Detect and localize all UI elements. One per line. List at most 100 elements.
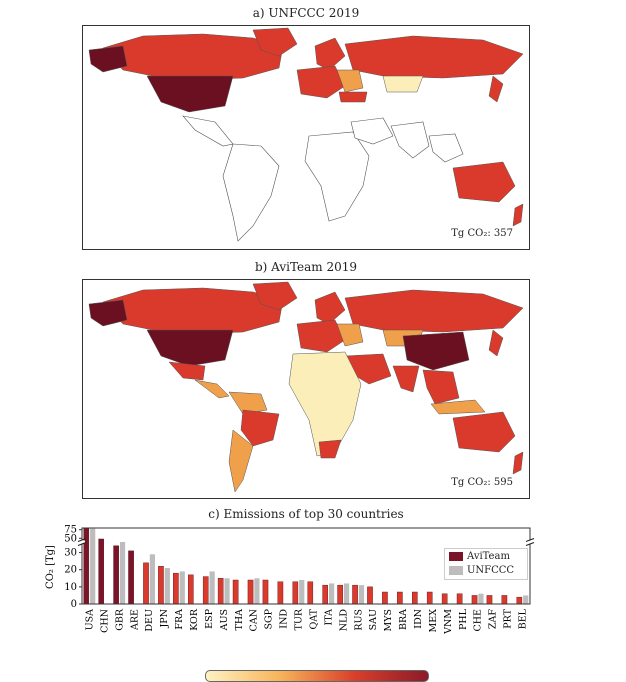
legend-entry-unfccc: UNFCCC — [449, 563, 527, 577]
bar-aviteam-zaf — [486, 595, 493, 605]
legend-swatch-aviteam — [449, 551, 463, 561]
x-tick-label-aus: AUS — [219, 609, 230, 631]
break-gap — [79, 540, 85, 544]
bar-aviteam-qat — [307, 581, 314, 605]
eastern-europe-shape — [336, 323, 364, 347]
x-tick-label-jpn: JPN — [159, 609, 170, 629]
panel-a-title: a) UNFCCC 2019 — [252, 6, 360, 20]
continent-outlines — [182, 115, 464, 242]
x-tick-label-fra: FRA — [174, 609, 185, 630]
y-tick-label: 50 — [64, 533, 77, 544]
bar-aviteam-rus — [352, 584, 358, 605]
bar-aviteam-sgp — [262, 579, 269, 605]
plot-frame — [81, 527, 531, 605]
bar-aviteam-jpn — [158, 566, 164, 605]
x-tick-label-rus: RUS — [353, 609, 364, 631]
x-tick-label-bra: BRA — [398, 609, 409, 630]
bar-aviteam-che — [471, 595, 478, 605]
x-tick-label-chn: CHN — [99, 609, 110, 633]
australia-shape — [452, 161, 516, 203]
alaska-shape — [88, 45, 128, 73]
bar-aviteam-tur — [292, 581, 299, 605]
bar-unfccc-tur — [299, 580, 305, 604]
x-tick-label-usa: USA — [84, 609, 95, 631]
bar-unfccc-bel — [523, 595, 529, 604]
bar-aviteam-chn — [98, 538, 104, 605]
greenland-shape — [252, 281, 298, 311]
x-tick-label-deu: DEU — [144, 609, 155, 632]
x-tick-label-kor: KOR — [189, 608, 200, 631]
se-asia-shape — [428, 133, 464, 163]
bar-aviteam-prt — [501, 595, 508, 605]
mexico-shape — [168, 361, 206, 381]
legend-label-aviteam: AviTeam — [467, 550, 510, 562]
break-mark — [77, 537, 87, 543]
x-tick-label-zaf: ZAF — [488, 609, 499, 629]
bar-unfccc-esp — [209, 571, 215, 604]
panel-a-total: Tg CO₂: 357 — [449, 228, 515, 239]
bar-unfccc-can — [254, 578, 260, 604]
alaska-shape — [88, 299, 128, 327]
x-tick-label-bel: BEL — [518, 608, 529, 629]
bar-aviteam-sau — [367, 586, 373, 605]
new-zealand-shape — [512, 203, 524, 227]
chart-legend: AviTeam UNFCCC — [444, 548, 528, 580]
x-tick-label-qat: QAT — [308, 608, 319, 629]
se-asia-shape — [422, 369, 460, 405]
canada-shape — [102, 33, 284, 81]
panel-b-total: Tg CO₂: 595 — [449, 477, 515, 488]
russia-shape — [344, 289, 524, 333]
bar-unfccc-aus — [224, 578, 230, 604]
bar-aviteam-bra — [397, 591, 403, 605]
x-tick-label-gbr: GBR — [114, 608, 125, 631]
y-tick-label: 0 — [71, 599, 77, 610]
x-tick-label-ita: ITA — [323, 609, 334, 626]
scandinavia-shape — [314, 37, 346, 71]
bar-unfccc-usa — [90, 528, 96, 604]
bar-aviteam-usa — [83, 528, 90, 605]
south-america-south-shape — [228, 429, 254, 493]
bar-unfccc-ita — [329, 583, 335, 604]
bar-unfccc-jpn — [164, 568, 170, 604]
middle-east-shape — [350, 117, 394, 145]
bar-aviteam-can — [247, 579, 254, 605]
x-tick-label-tha: THA — [234, 609, 245, 631]
bar-aviteam-ita — [322, 584, 329, 605]
axis-break-marks — [77, 537, 535, 547]
india-shape — [392, 365, 420, 393]
south-america-shape — [222, 143, 280, 242]
bar-unfccc-fra — [179, 571, 185, 604]
x-tick-label-nld: NLD — [338, 609, 349, 632]
chart-title: c) Emissions of top 30 countries — [208, 507, 404, 521]
bar-unfccc-gbr — [119, 542, 126, 604]
x-tick-label-mys: MYS — [383, 609, 394, 632]
bar-aviteam-are — [128, 550, 134, 605]
x-tick-label-che: CHE — [473, 609, 484, 632]
south-africa-shape — [318, 439, 342, 459]
break-mark — [525, 541, 535, 547]
bar-aviteam-tha — [232, 579, 239, 605]
turkey-shape — [338, 91, 368, 103]
usa-shape — [146, 75, 234, 113]
brazil-shape — [240, 409, 280, 447]
africa-shape — [304, 131, 370, 222]
bar-aviteam-nld — [337, 584, 343, 605]
panel-b-title: b) AviTeam 2019 — [254, 260, 358, 274]
x-tick-label-phl: PHL — [458, 608, 469, 630]
europe-shape — [296, 65, 346, 99]
legend-swatch-unfccc — [449, 565, 463, 575]
bar-aviteam-phl — [456, 593, 463, 605]
south-asia-shape — [390, 121, 430, 159]
colorbar — [205, 670, 429, 682]
bar-aviteam-aus — [217, 578, 224, 605]
europe-shape — [296, 319, 346, 353]
x-tick-label-sau: SAU — [368, 609, 379, 630]
usa-shape — [146, 329, 234, 367]
bar-unfccc-che — [478, 593, 484, 604]
scandinavia-shape — [314, 291, 346, 325]
bar-aviteam-bel — [516, 596, 523, 605]
bar-aviteam-ind — [277, 581, 284, 605]
japan-shape — [488, 329, 504, 357]
